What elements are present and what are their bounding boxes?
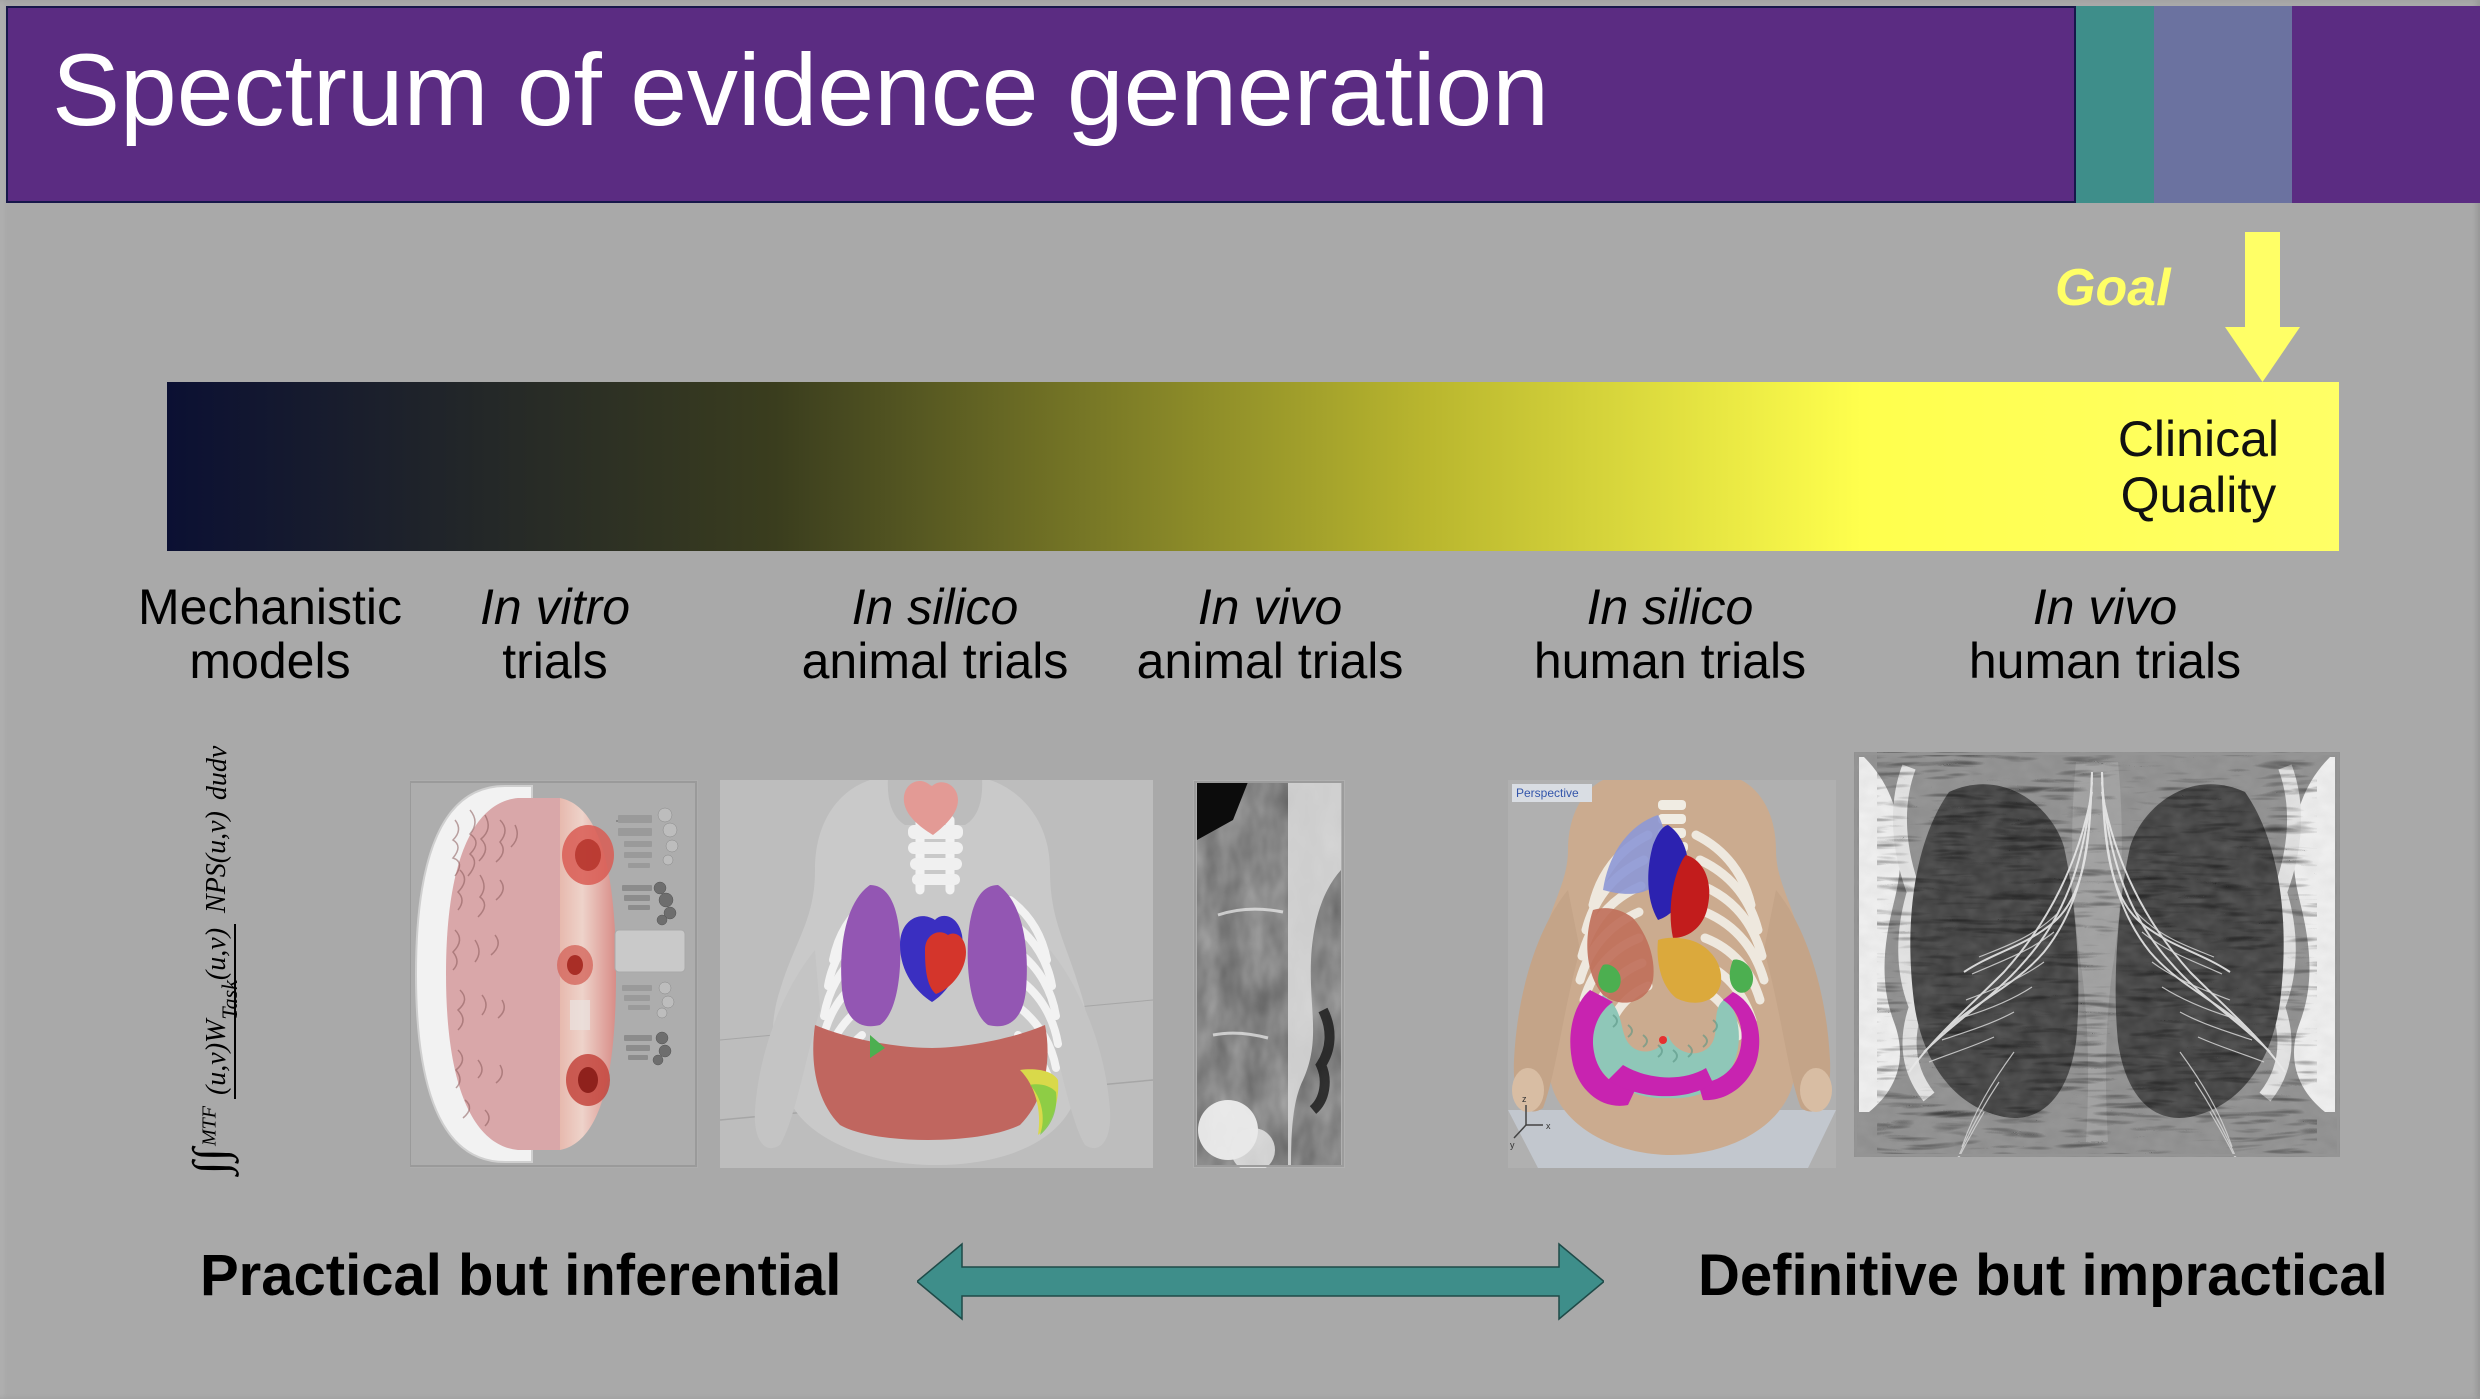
svg-text:z: z bbox=[1522, 1094, 1527, 1104]
svg-text:Perspective: Perspective bbox=[1516, 786, 1579, 800]
svg-text:y: y bbox=[1510, 1140, 1515, 1150]
svg-text:x: x bbox=[1546, 1121, 1551, 1131]
